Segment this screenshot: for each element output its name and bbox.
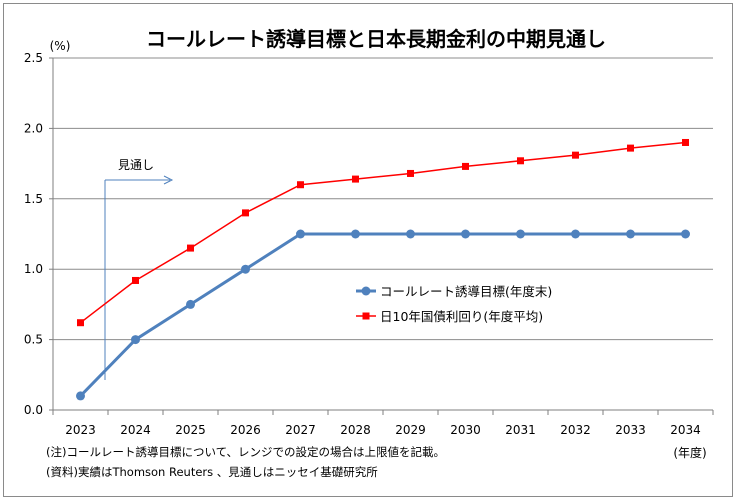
y-tick-label-1: 0.5: [24, 333, 43, 347]
legend-item-1: 日10年国債利回り(年度平均): [356, 309, 543, 324]
series-1-point-2033: [627, 144, 634, 152]
chart-frame: [3, 3, 733, 497]
series-0-point-2032: [571, 229, 580, 239]
legend-swatch-marker-1: [362, 312, 370, 320]
forecast-annotation: 見通し: [104, 158, 174, 380]
legend: コールレート誘導目標(年度末) 日10年国債利回り(年度平均): [356, 284, 552, 324]
series-0-point-2027: [296, 229, 305, 239]
x-unit-label: (年度): [673, 445, 706, 460]
series-1-point-2031: [517, 157, 524, 165]
x-tick-label-2032: 2032: [560, 423, 591, 437]
series-1-point-2024: [132, 276, 139, 284]
series-1-point-2034: [682, 138, 689, 146]
series-1-point-2023: [77, 319, 84, 327]
y-tick-label-4: 2.0: [24, 121, 43, 135]
series-0-point-2026: [241, 264, 250, 274]
series-group: [76, 138, 690, 401]
series-1-point-2027: [297, 181, 304, 189]
x-tick-label-2031: 2031: [505, 423, 536, 437]
series-0-point-2034: [681, 229, 690, 239]
y-axis-ticks: 0.0 0.5 1.0 1.5 2.0 2.5: [24, 51, 53, 417]
series-0: [76, 229, 690, 401]
series-1-point-2030: [462, 162, 469, 170]
x-tick-label-2024: 2024: [120, 423, 151, 437]
x-tick-label-2027: 2027: [285, 423, 316, 437]
series-0-point-2025: [186, 299, 195, 309]
y-tick-label-3: 1.5: [24, 192, 43, 206]
series-0-line: [79, 232, 686, 397]
series-1-point-2025: [187, 244, 194, 252]
series-1-point-2026: [242, 209, 249, 217]
footnote-2: (資料)実績はThomson Reuters 、見通しはニッセイ基礎研究所: [46, 465, 378, 479]
chart-title: コールレート誘導目標と日本長期金利の中期見通し: [146, 27, 606, 51]
x-axis-ticks: 2023 2024 2025 2026 2027 2028 2029 2030 2031 2032…: [52, 410, 714, 437]
series-0-point-2030: [461, 229, 470, 239]
series-0-point-2031: [516, 229, 525, 239]
y-unit-label: (%): [50, 39, 71, 53]
legend-label-0: コールレート誘導目標(年度末): [380, 284, 552, 299]
forecast-annotation-arrow-head: [163, 175, 174, 185]
forecast-annotation-label: 見通し: [118, 158, 154, 172]
series-1: [77, 138, 689, 327]
legend-label-1: 日10年国債利回り(年度平均): [380, 309, 543, 324]
x-tick-label-2025: 2025: [175, 423, 206, 437]
grid-lines: [53, 57, 713, 341]
y-tick-label-5: 2.5: [24, 51, 43, 65]
x-tick-label-2028: 2028: [340, 423, 371, 437]
series-1-point-2028: [352, 175, 359, 183]
y-tick-label-2: 1.0: [24, 262, 43, 276]
series-1-point-2029: [407, 169, 414, 177]
x-tick-label-2030: 2030: [450, 423, 481, 437]
series-0-point-2033: [626, 229, 635, 239]
series-0-point-2029: [406, 229, 415, 239]
legend-swatch-marker-0: [361, 286, 371, 296]
x-tick-label-2029: 2029: [395, 423, 426, 437]
series-1-point-2032: [572, 151, 579, 159]
x-tick-label-2023: 2023: [65, 423, 96, 437]
series-0-point-2028: [351, 229, 360, 239]
legend-item-0: コールレート誘導目標(年度末): [356, 284, 552, 299]
x-tick-label-2034: 2034: [670, 423, 701, 437]
y-tick-label-0: 0.0: [24, 403, 43, 417]
footnote-1: (注)コールレート誘導目標について、レンジでの設定の場合は上限値を記載。: [46, 445, 445, 459]
x-tick-label-2026: 2026: [230, 423, 261, 437]
series-0-point-2023: [76, 391, 85, 401]
series-0-point-2024: [131, 335, 140, 345]
x-tick-label-2033: 2033: [615, 423, 646, 437]
series-1-line: [80, 141, 686, 324]
